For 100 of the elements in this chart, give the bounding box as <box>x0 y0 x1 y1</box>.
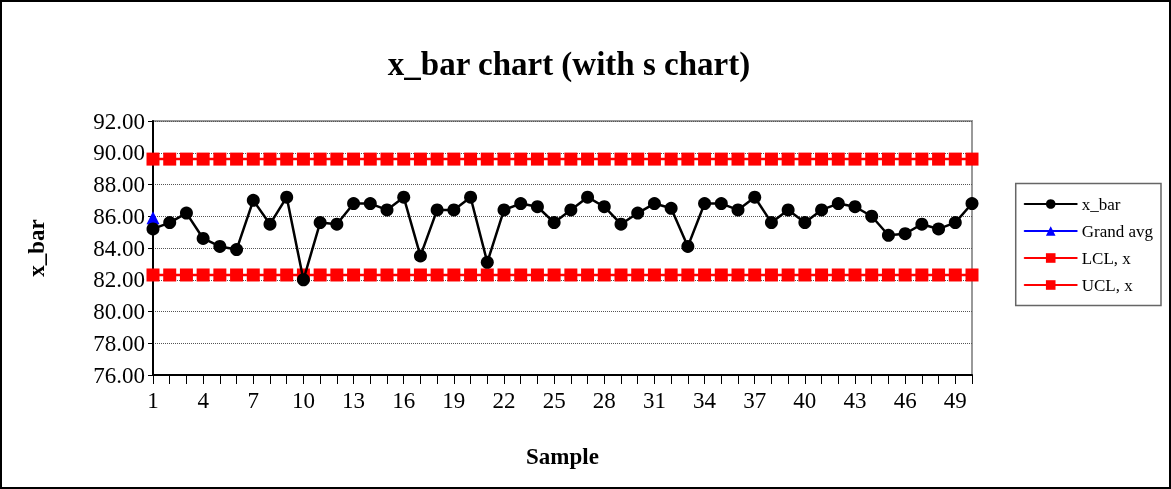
point <box>831 197 845 211</box>
x-tick-label: 13 <box>342 388 366 413</box>
point <box>764 216 778 230</box>
point <box>915 152 929 166</box>
point <box>965 152 979 166</box>
point <box>698 268 712 282</box>
point <box>731 268 745 282</box>
point <box>480 268 494 282</box>
x-tick-label: 25 <box>542 388 566 413</box>
point <box>514 268 528 282</box>
point <box>547 216 561 230</box>
legend-label: Grand avg <box>1081 221 1154 241</box>
point <box>514 152 528 166</box>
point <box>146 152 160 166</box>
point <box>647 197 661 211</box>
x-tick-label: 49 <box>943 388 967 413</box>
point <box>731 203 745 217</box>
y-tick-label: 76.00 <box>93 362 145 388</box>
point <box>881 228 895 242</box>
point <box>246 152 260 166</box>
point <box>296 273 310 287</box>
point <box>430 268 444 282</box>
y-tick-label: 86.00 <box>93 203 145 229</box>
point <box>230 243 244 257</box>
x-tick-label: 22 <box>492 388 516 413</box>
point <box>631 206 645 220</box>
point <box>948 268 962 282</box>
point <box>932 222 946 236</box>
point <box>865 209 879 223</box>
point <box>280 190 294 204</box>
point <box>865 268 879 282</box>
point <box>330 268 344 282</box>
point <box>831 268 845 282</box>
point <box>497 268 511 282</box>
point <box>246 193 260 207</box>
point <box>179 152 193 166</box>
x-tick-label: 46 <box>893 388 917 413</box>
point <box>464 152 478 166</box>
point <box>848 268 862 282</box>
point <box>447 152 461 166</box>
point <box>714 152 728 166</box>
point <box>280 268 294 282</box>
point <box>146 222 160 236</box>
point <box>263 152 277 166</box>
point <box>681 239 695 253</box>
point <box>664 201 678 215</box>
x-tick-label: 43 <box>843 388 867 413</box>
y-tick-label: 80.00 <box>93 299 145 324</box>
point <box>363 197 377 211</box>
point <box>798 268 812 282</box>
point <box>163 268 177 282</box>
point <box>447 203 461 217</box>
point <box>380 203 394 217</box>
x-tick-label: 16 <box>392 388 416 413</box>
x-tick-label: 4 <box>197 388 210 413</box>
x-tick-label: 40 <box>793 388 817 413</box>
point <box>932 268 946 282</box>
y-tick-label: 92.00 <box>93 108 145 134</box>
point <box>397 268 411 282</box>
point <box>781 268 795 282</box>
point <box>681 268 695 282</box>
point <box>397 152 411 166</box>
point <box>547 268 561 282</box>
point <box>347 152 361 166</box>
point <box>497 203 511 217</box>
legend-label: LCL, x <box>1081 248 1132 268</box>
point <box>246 268 260 282</box>
point <box>564 152 578 166</box>
point <box>347 268 361 282</box>
point <box>230 152 244 166</box>
point <box>196 231 210 245</box>
point <box>480 255 494 269</box>
point <box>881 152 895 166</box>
point <box>330 152 344 166</box>
point <box>530 152 544 166</box>
x-tick-label: 34 <box>693 388 717 413</box>
x-axis-title: Sample <box>526 444 599 469</box>
point <box>948 152 962 166</box>
y-tick-label: 82.00 <box>93 267 145 293</box>
y-tick-label: 90.00 <box>93 140 145 166</box>
legend-label: x_bar <box>1081 194 1121 214</box>
point <box>347 197 361 211</box>
point <box>196 268 210 282</box>
x-tick-label: 7 <box>247 388 260 413</box>
point <box>748 268 762 282</box>
point <box>764 152 778 166</box>
point <box>413 249 427 263</box>
x-tick-label: 28 <box>592 388 616 413</box>
point <box>714 268 728 282</box>
point <box>581 268 595 282</box>
point <box>380 152 394 166</box>
point <box>781 203 795 217</box>
y-axis-title: x_bar <box>24 219 49 277</box>
point <box>915 217 929 231</box>
point <box>597 268 611 282</box>
x-tick-label: 1 <box>147 388 159 413</box>
point <box>848 152 862 166</box>
point <box>547 152 561 166</box>
point <box>263 217 277 231</box>
point <box>948 216 962 230</box>
